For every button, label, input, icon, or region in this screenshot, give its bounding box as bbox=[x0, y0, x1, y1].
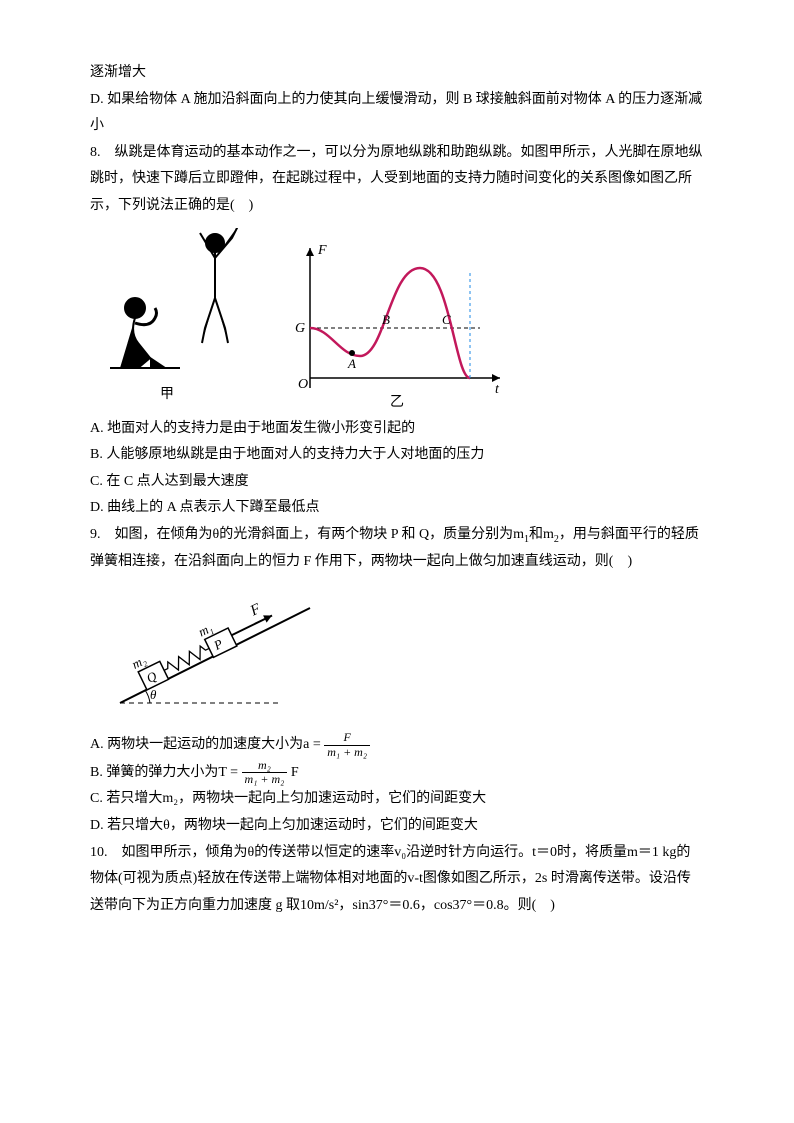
q8-option-a: A. 地面对人的支持力是由于地面发生微小形变引起的 bbox=[90, 416, 704, 443]
svg-text:F: F bbox=[247, 601, 264, 620]
svg-text:G: G bbox=[295, 321, 305, 336]
q9-option-c: C. 若只增大m₂，两物块一起向上匀加速运动时，它们的间距变大 bbox=[90, 786, 704, 813]
q9-option-a: A. 两物块一起运动的加速度大小为a = Fm₁ + m₂ bbox=[90, 731, 704, 759]
q8-figures: 甲 F t O G A B C 乙 bbox=[100, 228, 704, 408]
q8-option-c: C. 在 C 点人达到最大速度 bbox=[90, 469, 704, 496]
q7-trail: 逐渐增大 bbox=[90, 60, 704, 87]
q8-stem: 8. 纵跳是体育运动的基本动作之一，可以分为原地纵跳和助跑纵跳。如图甲所示，人光… bbox=[90, 140, 704, 220]
q9-figure: θ Q m₂ P m₁ F bbox=[100, 583, 704, 723]
svg-text:A: A bbox=[347, 356, 356, 371]
svg-text:θ: θ bbox=[150, 687, 157, 702]
q8-fig1-label: 甲 bbox=[160, 387, 174, 402]
svg-text:t: t bbox=[495, 382, 500, 397]
q9-option-b: B. 弹簧的弹力大小为T = m₂m₁ + m₂ F bbox=[90, 759, 704, 787]
q9-option-d: D. 若只增大θ，两物块一起向上匀加速运动时，它们的间距变大 bbox=[90, 813, 704, 840]
svg-text:乙: 乙 bbox=[390, 394, 404, 408]
svg-text:O: O bbox=[298, 377, 308, 392]
q8-option-b: B. 人能够原地纵跳是由于地面对人的支持力大于人对地面的压力 bbox=[90, 442, 704, 469]
q8-figure-yi: F t O G A B C 乙 bbox=[295, 243, 500, 408]
q10-stem: 10. 如图甲所示，倾角为θ的传送带以恒定的速率v₀沿逆时针方向运行。t＝0时，… bbox=[90, 840, 704, 920]
svg-text:C: C bbox=[442, 312, 451, 327]
q7-option-d: D. 如果给物体 A 施加沿斜面向上的力使其向上缓慢滑动，则 B 球接触斜面前对… bbox=[90, 87, 704, 140]
svg-text:B: B bbox=[382, 312, 390, 327]
svg-text:F: F bbox=[317, 243, 327, 258]
q9-stem: 9. 如图，在倾角为θ的光滑斜面上，有两个物块 P 和 Q，质量分别为m1和m2… bbox=[90, 522, 704, 575]
q8-figure-jia: 甲 bbox=[110, 228, 238, 402]
q8-option-d: D. 曲线上的 A 点表示人下蹲至最低点 bbox=[90, 495, 704, 522]
